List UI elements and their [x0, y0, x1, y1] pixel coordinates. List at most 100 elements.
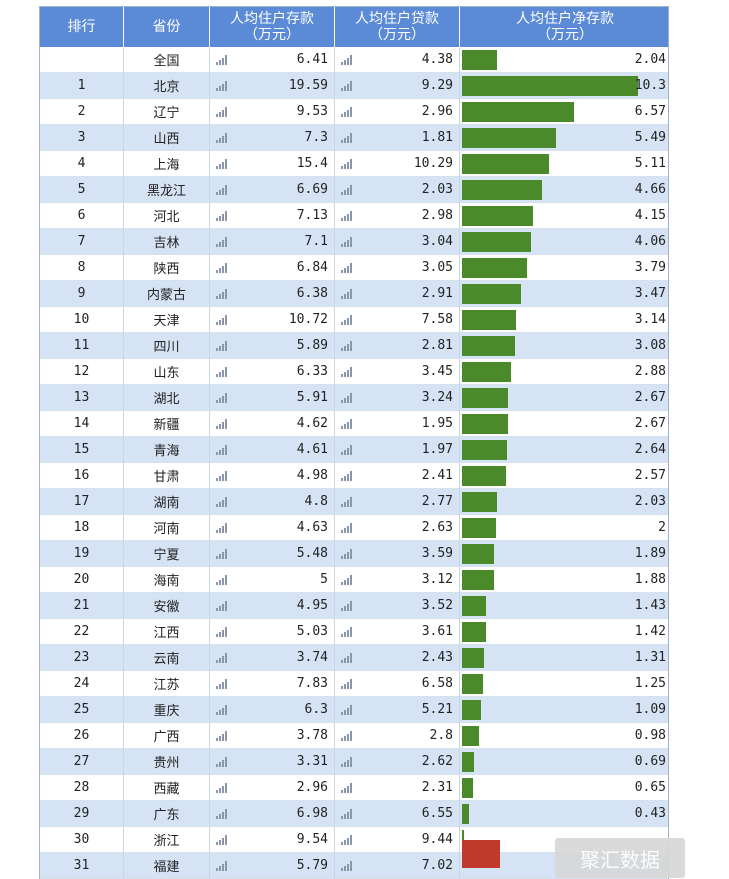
bar-chart-icon: [341, 834, 353, 845]
bar-chart-icon: [341, 392, 353, 403]
net-deposit-value: 10.3: [634, 77, 666, 93]
cell-province: 上海: [124, 150, 210, 177]
loan-value: 2.63: [421, 520, 453, 535]
bar-chart-icon: [216, 418, 228, 429]
cell-deposit: 4.8: [210, 488, 335, 515]
cell-province: 青海: [124, 436, 210, 463]
cell-deposit: 4.63: [210, 514, 335, 541]
bar-chart-icon: [216, 184, 228, 195]
cell-net: 1.89: [460, 541, 668, 567]
cell-deposit: 5.48: [210, 540, 335, 567]
bar-chart-icon: [216, 704, 228, 715]
cell-net: 4.06: [460, 229, 668, 255]
net-deposit-bar: [462, 231, 531, 252]
bar-chart-icon: [216, 236, 228, 247]
net-deposit-value: 2.67: [634, 415, 666, 431]
net-deposit-bar: [462, 283, 521, 304]
deposit-value: 2.96: [296, 780, 328, 795]
cell-loan: 7.02: [335, 852, 460, 879]
cell-province: 天津: [124, 306, 210, 333]
cell-loan: 5.21: [335, 696, 460, 723]
bar-chart-icon: [341, 860, 353, 871]
table-header: 排行 省份 人均住户存款 （万元） 人均住户贷款 （万元） 人均住户净存款 （万…: [40, 7, 668, 47]
cell-net: 2.64: [460, 437, 668, 463]
header-loan: 人均住户贷款 （万元）: [335, 7, 460, 47]
deposit-value: 6.41: [296, 52, 328, 67]
table-row: 7 吉林 7.1 3.04 4.06: [40, 228, 668, 255]
table-row: 17 湖南 4.8 2.77 2.03: [40, 488, 668, 515]
bar-chart-icon: [341, 600, 353, 611]
cell-province: 四川: [124, 332, 210, 359]
cell-net: 1.09: [460, 697, 668, 723]
deposit-value: 6.69: [296, 182, 328, 197]
bar-chart-icon: [216, 262, 228, 273]
cell-loan: 2.77: [335, 488, 460, 515]
cell-deposit: 6.84: [210, 254, 335, 281]
net-deposit-value: 0.98: [634, 727, 666, 743]
loan-value: 3.61: [421, 624, 453, 639]
bar-chart-icon: [216, 158, 228, 169]
loan-value: 9.29: [421, 78, 453, 93]
deposit-value: 6.33: [296, 364, 328, 379]
header-rank-label: 排行: [67, 19, 96, 35]
deposit-value: 9.53: [296, 104, 328, 119]
bar-chart-icon: [216, 548, 228, 559]
table-row: 15 青海 4.61 1.97 2.64: [40, 436, 668, 463]
cell-province: 湖北: [124, 384, 210, 411]
cell-province: 新疆: [124, 410, 210, 437]
deposit-value: 4.63: [296, 520, 328, 535]
loan-value: 2.03: [421, 182, 453, 197]
deposit-value: 3.74: [296, 650, 328, 665]
header-deposit-label: 人均住户存款: [230, 11, 314, 27]
bar-chart-icon: [341, 236, 353, 247]
bar-chart-icon: [341, 756, 353, 767]
cell-deposit: 4.62: [210, 410, 335, 437]
cell-deposit: 5.03: [210, 618, 335, 645]
watermark-text: 聚汇数据: [580, 847, 660, 872]
cell-rank: 9: [40, 280, 124, 307]
header-rank: 排行: [40, 7, 124, 47]
deposit-value: 6.84: [296, 260, 328, 275]
cell-loan: 2.8: [335, 722, 460, 749]
net-deposit-value: 1.43: [634, 597, 666, 613]
cell-net: 3.14: [460, 307, 668, 333]
bar-chart-icon: [341, 80, 353, 91]
table-row: 28 西藏 2.96 2.31 0.65: [40, 774, 668, 801]
cell-net: 2: [460, 515, 668, 541]
loan-value: 5.21: [421, 702, 453, 717]
table-row: 19 宁夏 5.48 3.59 1.89: [40, 540, 668, 567]
bar-chart-icon: [341, 158, 353, 169]
cell-net: 2.67: [460, 411, 668, 437]
table-row: 6 河北 7.13 2.98 4.15: [40, 202, 668, 229]
cell-loan: 1.81: [335, 124, 460, 151]
cell-deposit: 15.4: [210, 150, 335, 177]
table-row: 5 黑龙江 6.69 2.03 4.66: [40, 176, 668, 203]
cell-loan: 3.59: [335, 540, 460, 567]
cell-rank: 29: [40, 800, 124, 827]
net-deposit-value: 2: [658, 519, 666, 535]
net-deposit-value: 2.67: [634, 389, 666, 405]
bar-chart-icon: [216, 80, 228, 91]
table-row: 22 江西 5.03 3.61 1.42: [40, 618, 668, 645]
deposit-value: 6.38: [296, 286, 328, 301]
cell-province: 黑龙江: [124, 176, 210, 203]
bar-chart-icon: [341, 444, 353, 455]
bar-chart-icon: [216, 626, 228, 637]
cell-rank: 13: [40, 384, 124, 411]
cell-rank: 1: [40, 72, 124, 99]
loan-value: 9.44: [421, 832, 453, 847]
cell-net: 1.31: [460, 645, 668, 671]
cell-rank: 6: [40, 202, 124, 229]
deposit-value: 3.78: [296, 728, 328, 743]
net-deposit-bar: [462, 49, 497, 70]
deposit-value: 10.72: [288, 312, 328, 327]
cell-net: [460, 827, 668, 853]
cell-loan: 3.52: [335, 592, 460, 619]
bar-chart-icon: [216, 600, 228, 611]
net-deposit-bar: [462, 725, 479, 746]
deposit-value: 5: [320, 572, 328, 587]
table-row: 12 山东 6.33 3.45 2.88: [40, 358, 668, 385]
bar-chart-icon: [216, 756, 228, 767]
bar-chart-icon: [341, 314, 353, 325]
cell-rank: 5: [40, 176, 124, 203]
